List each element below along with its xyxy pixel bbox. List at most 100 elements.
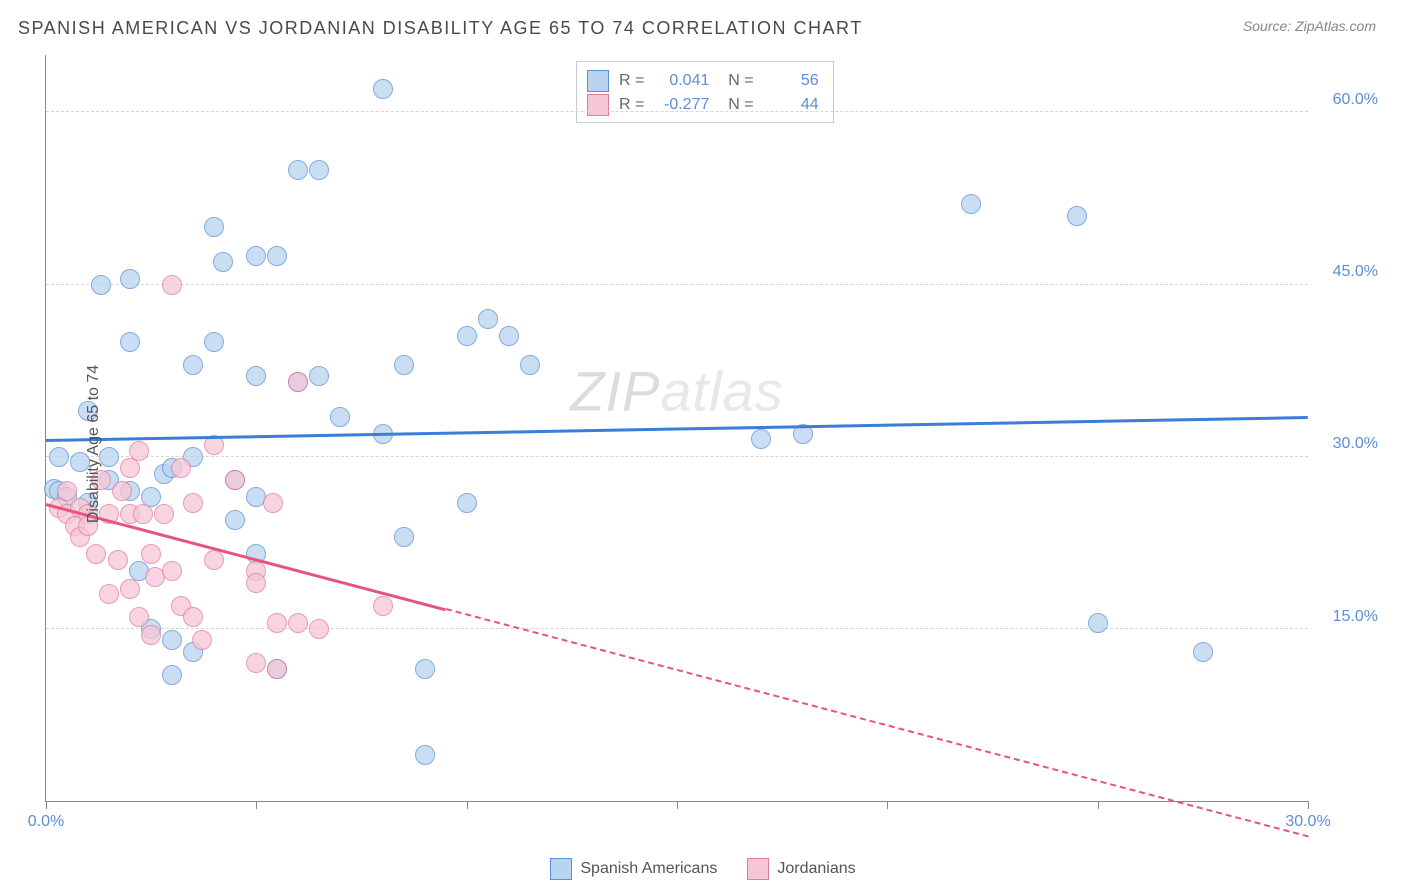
data-point xyxy=(330,407,350,427)
data-point xyxy=(288,613,308,633)
r-value-1: 0.041 xyxy=(654,72,709,90)
data-point xyxy=(204,332,224,352)
x-tick xyxy=(677,801,678,809)
gridline xyxy=(46,456,1308,457)
data-point xyxy=(288,160,308,180)
legend-item-1: Spanish Americans xyxy=(550,858,717,880)
x-tick xyxy=(887,801,888,809)
data-point xyxy=(183,493,203,513)
swatch-series1 xyxy=(587,70,609,92)
n-value-1: 56 xyxy=(764,72,819,90)
data-point xyxy=(120,269,140,289)
y-tick-label: 45.0% xyxy=(1333,263,1378,281)
source-label: Source: ZipAtlas.com xyxy=(1243,18,1376,34)
data-point xyxy=(108,550,128,570)
x-tick xyxy=(1308,801,1309,809)
data-point xyxy=(99,584,119,604)
y-axis-label: Disability Age 65 to 74 xyxy=(85,364,103,522)
data-point xyxy=(225,510,245,530)
data-point xyxy=(267,613,287,633)
r-label: R = xyxy=(619,72,644,90)
data-point xyxy=(129,441,149,461)
data-point xyxy=(373,79,393,99)
legend-swatch-1 xyxy=(550,858,572,880)
data-point xyxy=(246,573,266,593)
data-point xyxy=(961,194,981,214)
data-point xyxy=(373,596,393,616)
data-point xyxy=(263,493,283,513)
trend-line-extrapolated xyxy=(445,608,1308,837)
data-point xyxy=(246,246,266,266)
n-label: N = xyxy=(719,72,753,90)
data-point xyxy=(246,653,266,673)
legend-label-1: Spanish Americans xyxy=(580,860,717,878)
data-point xyxy=(415,745,435,765)
legend-item-2: Jordanians xyxy=(747,858,855,880)
data-point xyxy=(129,607,149,627)
data-point xyxy=(192,630,212,650)
y-tick-label: 60.0% xyxy=(1333,91,1378,109)
data-point xyxy=(57,481,77,501)
x-tick xyxy=(256,801,257,809)
trend-line xyxy=(46,417,1308,443)
data-point xyxy=(1067,206,1087,226)
y-tick-label: 30.0% xyxy=(1333,435,1378,453)
data-point xyxy=(457,326,477,346)
data-point xyxy=(394,527,414,547)
data-point xyxy=(91,275,111,295)
data-point xyxy=(499,326,519,346)
data-point xyxy=(288,372,308,392)
data-point xyxy=(162,665,182,685)
data-point xyxy=(309,160,329,180)
data-point xyxy=(162,275,182,295)
gridline xyxy=(46,284,1308,285)
x-tick-label: 30.0% xyxy=(1285,813,1330,831)
data-point xyxy=(120,579,140,599)
data-point xyxy=(267,659,287,679)
stats-box: R = 0.041 N = 56 R = -0.277 N = 44 xyxy=(576,61,834,123)
data-point xyxy=(171,458,191,478)
chart-title: SPANISH AMERICAN VS JORDANIAN DISABILITY… xyxy=(18,18,863,39)
gridline xyxy=(46,628,1308,629)
data-point xyxy=(1193,642,1213,662)
data-point xyxy=(204,550,224,570)
data-point xyxy=(49,447,69,467)
y-tick-label: 15.0% xyxy=(1333,608,1378,626)
data-point xyxy=(415,659,435,679)
chart-container: ZIPatlas R = 0.041 N = 56 R = -0.277 N =… xyxy=(45,55,1388,832)
data-point xyxy=(267,246,287,266)
data-point xyxy=(1088,613,1108,633)
data-point xyxy=(133,504,153,524)
data-point xyxy=(162,630,182,650)
data-point xyxy=(86,544,106,564)
stats-row-1: R = 0.041 N = 56 xyxy=(587,70,819,92)
gridline xyxy=(46,111,1308,112)
stats-row-2: R = -0.277 N = 44 xyxy=(587,94,819,116)
data-point xyxy=(141,625,161,645)
data-point xyxy=(183,607,203,627)
data-point xyxy=(520,355,540,375)
data-point xyxy=(246,366,266,386)
data-point xyxy=(751,429,771,449)
data-point xyxy=(141,544,161,564)
x-tick xyxy=(467,801,468,809)
legend-swatch-2 xyxy=(747,858,769,880)
legend-label-2: Jordanians xyxy=(777,860,855,878)
data-point xyxy=(457,493,477,513)
data-point xyxy=(162,561,182,581)
data-point xyxy=(394,355,414,375)
watermark: ZIPatlas xyxy=(570,358,783,423)
x-tick xyxy=(1098,801,1099,809)
bottom-legend: Spanish Americans Jordanians xyxy=(0,858,1406,880)
data-point xyxy=(120,332,140,352)
data-point xyxy=(213,252,233,272)
data-point xyxy=(112,481,132,501)
data-point xyxy=(225,470,245,490)
data-point xyxy=(154,504,174,524)
x-tick xyxy=(46,801,47,809)
data-point xyxy=(120,458,140,478)
data-point xyxy=(204,217,224,237)
data-point xyxy=(478,309,498,329)
swatch-series2 xyxy=(587,94,609,116)
x-tick-label: 0.0% xyxy=(28,813,64,831)
